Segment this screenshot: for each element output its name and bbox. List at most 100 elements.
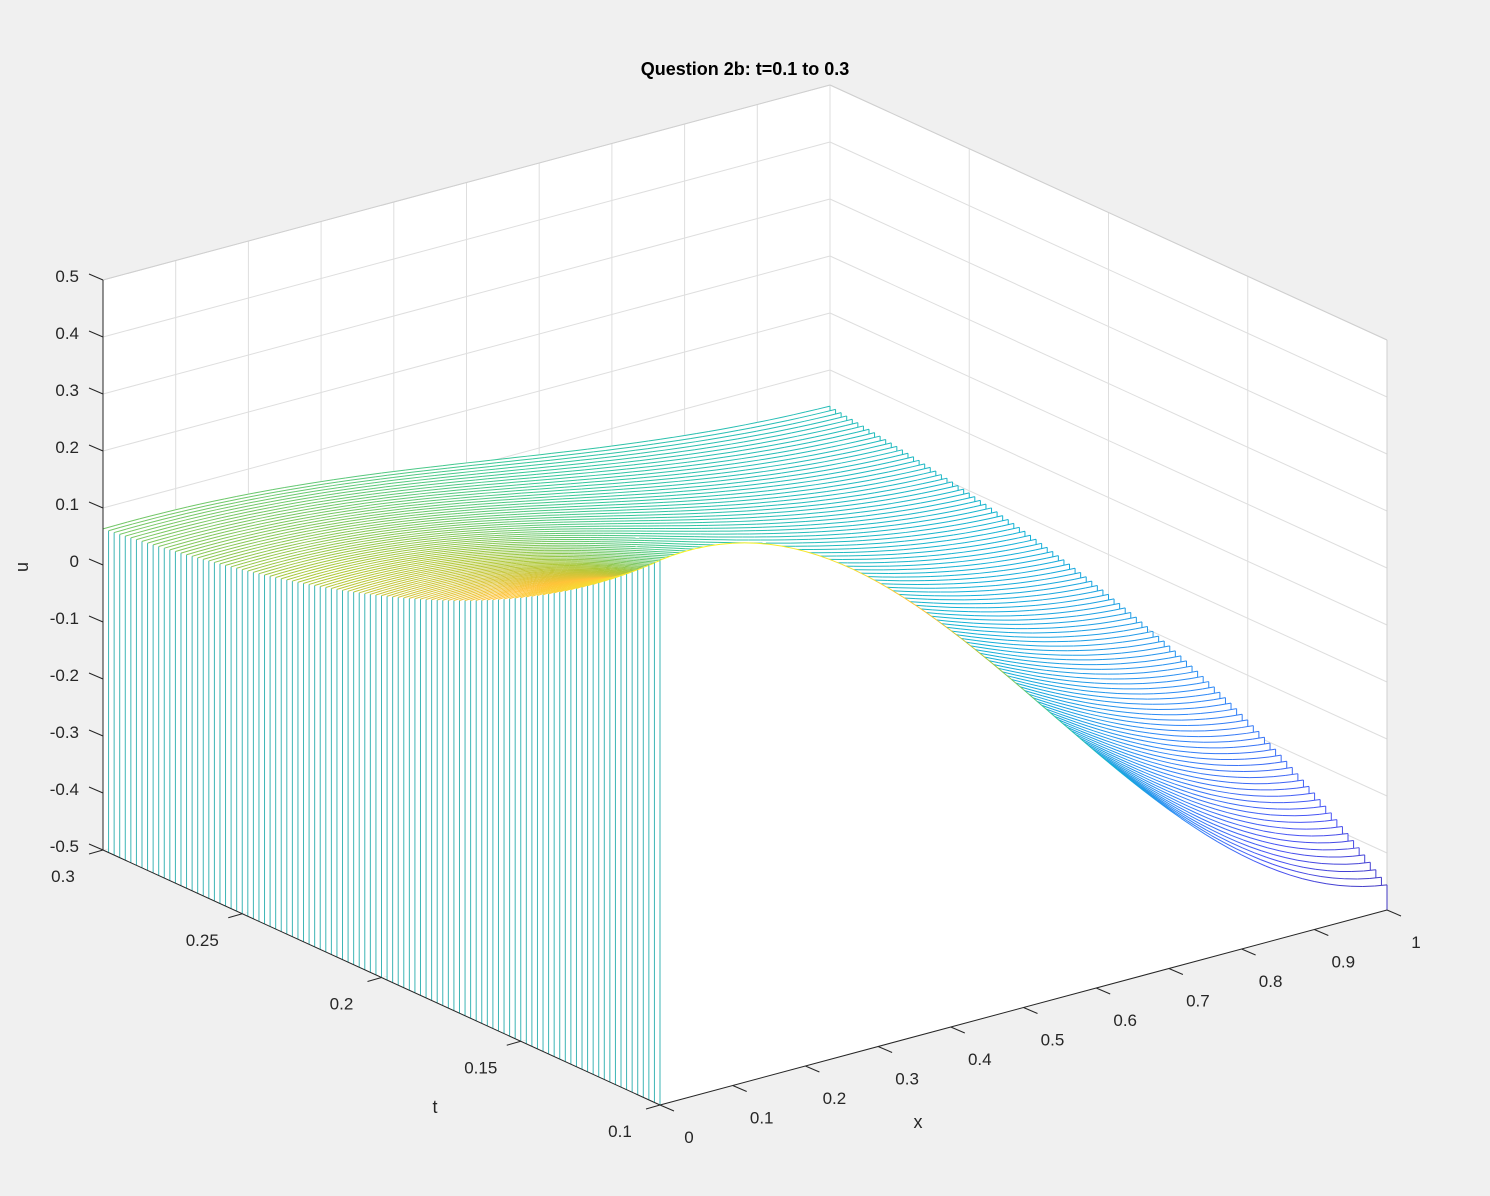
curve-segment: [810, 470, 824, 474]
curve-segment: [477, 573, 490, 577]
curve-segment: [344, 544, 357, 548]
curve-segment: [478, 459, 491, 463]
curve-segment: [1076, 676, 1089, 679]
curve-segment: [1088, 677, 1101, 680]
curve-segment: [670, 450, 683, 454]
curve-segment: [1022, 666, 1035, 670]
curve-segment: [566, 505, 579, 508]
curve-segment: [880, 484, 894, 488]
curve-segment: [687, 460, 700, 463]
curve-segment: [464, 578, 477, 583]
curve-segment: [277, 525, 291, 530]
curve-segment: [320, 515, 334, 519]
curve-segment: [577, 478, 590, 481]
curve-segment: [600, 483, 613, 486]
curve-segment: [950, 560, 963, 564]
curve-segment: [717, 451, 731, 455]
curve-segment: [457, 512, 470, 514]
curve-segment: [680, 509, 693, 512]
curve-segment: [840, 418, 853, 423]
curve-segment: [336, 585, 350, 590]
curve-segment: [616, 554, 629, 556]
curve-segment: [1065, 667, 1078, 670]
curve-segment: [405, 535, 418, 538]
curve-segment: [1042, 695, 1055, 700]
curve-segment: [286, 540, 300, 544]
curve-segment: [496, 460, 509, 464]
curve-segment: [299, 566, 313, 571]
curve-segment: [537, 499, 551, 501]
curve-segment: [745, 467, 759, 471]
curve-segment: [1223, 721, 1236, 724]
curve-segment: [521, 590, 534, 596]
curve-segment: [520, 593, 534, 599]
curve-segment: [961, 568, 974, 571]
curve-segment: [823, 514, 837, 517]
curve-segment: [248, 491, 261, 495]
curve-segment: [286, 510, 299, 514]
curve-segment: [481, 561, 494, 564]
curve-segment: [283, 490, 296, 495]
curve-segment: [1017, 655, 1030, 658]
curve-segment: [609, 570, 622, 573]
curve-segment: [198, 507, 212, 512]
curve-segment: [978, 580, 991, 583]
curve-segment: [1086, 633, 1100, 636]
curve-segment: [368, 569, 381, 574]
curve-segment: [1142, 682, 1155, 685]
curve-segment: [785, 435, 798, 440]
curve-segment: [1054, 596, 1067, 599]
curve-segment: [175, 506, 188, 511]
curve-segment: [263, 539, 277, 544]
curve-segment: [522, 486, 535, 488]
curve-segment: [429, 532, 442, 536]
curve-segment: [728, 466, 741, 469]
curve-segment: [513, 462, 527, 465]
curve-segment: [1102, 658, 1115, 661]
curve-segment: [857, 535, 870, 538]
curve-segment: [431, 595, 444, 601]
curve-segment: [794, 513, 807, 516]
curve-segment: [187, 503, 201, 508]
curve-segment: [1094, 616, 1107, 620]
curve-segment: [342, 493, 355, 496]
curve-segment: [920, 559, 933, 562]
curve-segment: [443, 591, 457, 597]
curve-segment: [460, 571, 473, 575]
curve-segment: [336, 558, 349, 562]
curve-segment: [634, 493, 648, 496]
curve-segment: [293, 500, 307, 504]
curve-segment: [1056, 574, 1069, 578]
curve-segment: [142, 530, 156, 535]
curve-segment: [1118, 612, 1131, 616]
curve-segment: [405, 558, 419, 562]
curve-segment: [234, 505, 247, 510]
curve-segment: [1207, 691, 1220, 695]
curve-segment: [938, 501, 951, 505]
curve-segment: [861, 547, 875, 549]
curve-segment: [377, 527, 390, 530]
curve-segment: [437, 493, 450, 496]
curve-segment: [561, 577, 575, 580]
curve-segment: [485, 565, 499, 569]
curve-segment: [663, 501, 676, 503]
curve-segment: [322, 538, 335, 542]
curve-segment: [568, 452, 582, 456]
curve-segment: [114, 528, 127, 534]
curve-segment: [252, 536, 265, 541]
curve-segment: [360, 553, 373, 557]
curve-segment: [708, 428, 722, 432]
curve-segment: [391, 546, 404, 549]
curve-segment: [888, 468, 901, 473]
curve-segment: [921, 601, 934, 604]
curve-segment: [696, 430, 709, 435]
curve-segment: [752, 512, 765, 515]
curve-segment: [975, 548, 988, 552]
curve-segment: [1105, 625, 1118, 629]
curve-segment: [205, 542, 218, 547]
curve-segment: [429, 501, 443, 504]
grid-line: [829, 255, 1388, 512]
curve-segment: [954, 522, 967, 526]
curve-segment: [508, 581, 522, 585]
curve-segment: [607, 573, 620, 575]
